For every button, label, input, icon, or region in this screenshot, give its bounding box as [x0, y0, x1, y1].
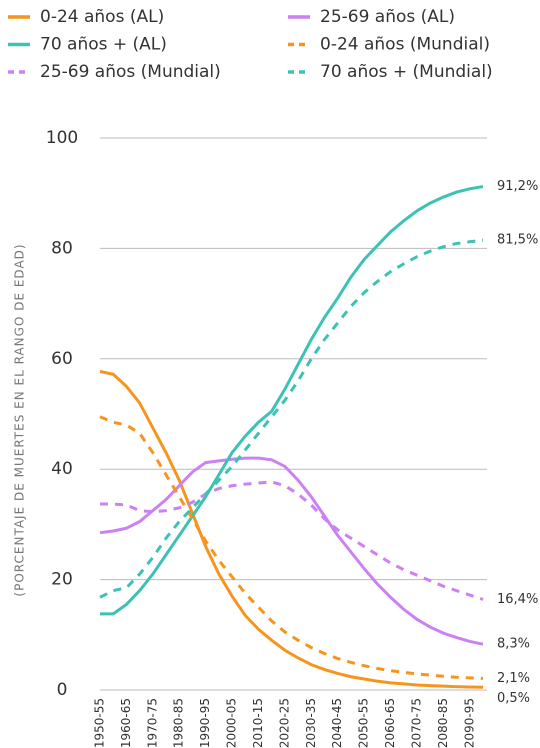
x-tick-label: 2020-25	[277, 698, 291, 748]
legend-label: 70 años + (Mundial)	[320, 62, 493, 82]
x-tick-label: 1960-65	[119, 698, 133, 748]
legend-label: 25-69 años (Mundial)	[40, 62, 221, 82]
x-tick-label: 1990-95	[198, 698, 212, 748]
line	[100, 480, 484, 601]
end-label: 91,2%	[497, 179, 538, 194]
x-tick-label: 2070-75	[409, 698, 423, 748]
y-tick-label: 40	[51, 459, 73, 479]
x-tick-label: 2050-55	[357, 698, 371, 748]
x-tick-label: 2060-65	[383, 698, 397, 748]
x-tick-label: 1980-85	[172, 698, 186, 748]
x-tick-label: 2080-85	[436, 698, 450, 748]
end-label: 0,5%	[497, 691, 530, 706]
line	[99, 456, 484, 646]
x-tick-label: 1970-75	[145, 698, 159, 748]
x-tick-label: 2010-15	[251, 698, 265, 748]
y-tick-label: 0	[57, 680, 68, 700]
end-label: 2,1%	[497, 671, 530, 686]
y-tick-label: 60	[51, 349, 73, 369]
x-tick-label: 1950-55	[93, 698, 107, 748]
y-tick-label: 80	[51, 238, 73, 258]
x-tick-label: 2030-35	[304, 698, 318, 748]
line	[99, 238, 484, 599]
y-axis-label: (PORCENTAJE DE MUERTES EN EL RANGO DE ED…	[13, 243, 27, 596]
x-tick-label: 2040-45	[330, 698, 344, 748]
y-tick-label: 20	[51, 570, 73, 590]
legend-label: 25-69 años (AL)	[320, 7, 455, 27]
legend-label: 0-24 años (AL)	[40, 7, 164, 27]
line	[100, 185, 484, 616]
x-tick-label: 2090-95	[462, 698, 476, 748]
end-label: 8,3%	[497, 637, 530, 652]
line	[99, 370, 484, 689]
legend-label: 0-24 años (Mundial)	[320, 35, 490, 55]
end-label: 81,5%	[497, 233, 538, 248]
legend-label: 70 años + (AL)	[40, 35, 167, 55]
line	[99, 415, 484, 680]
end-label: 16,4%	[497, 592, 538, 607]
x-tick-label: 2000-05	[225, 698, 239, 748]
y-tick-label: 100	[46, 128, 78, 148]
